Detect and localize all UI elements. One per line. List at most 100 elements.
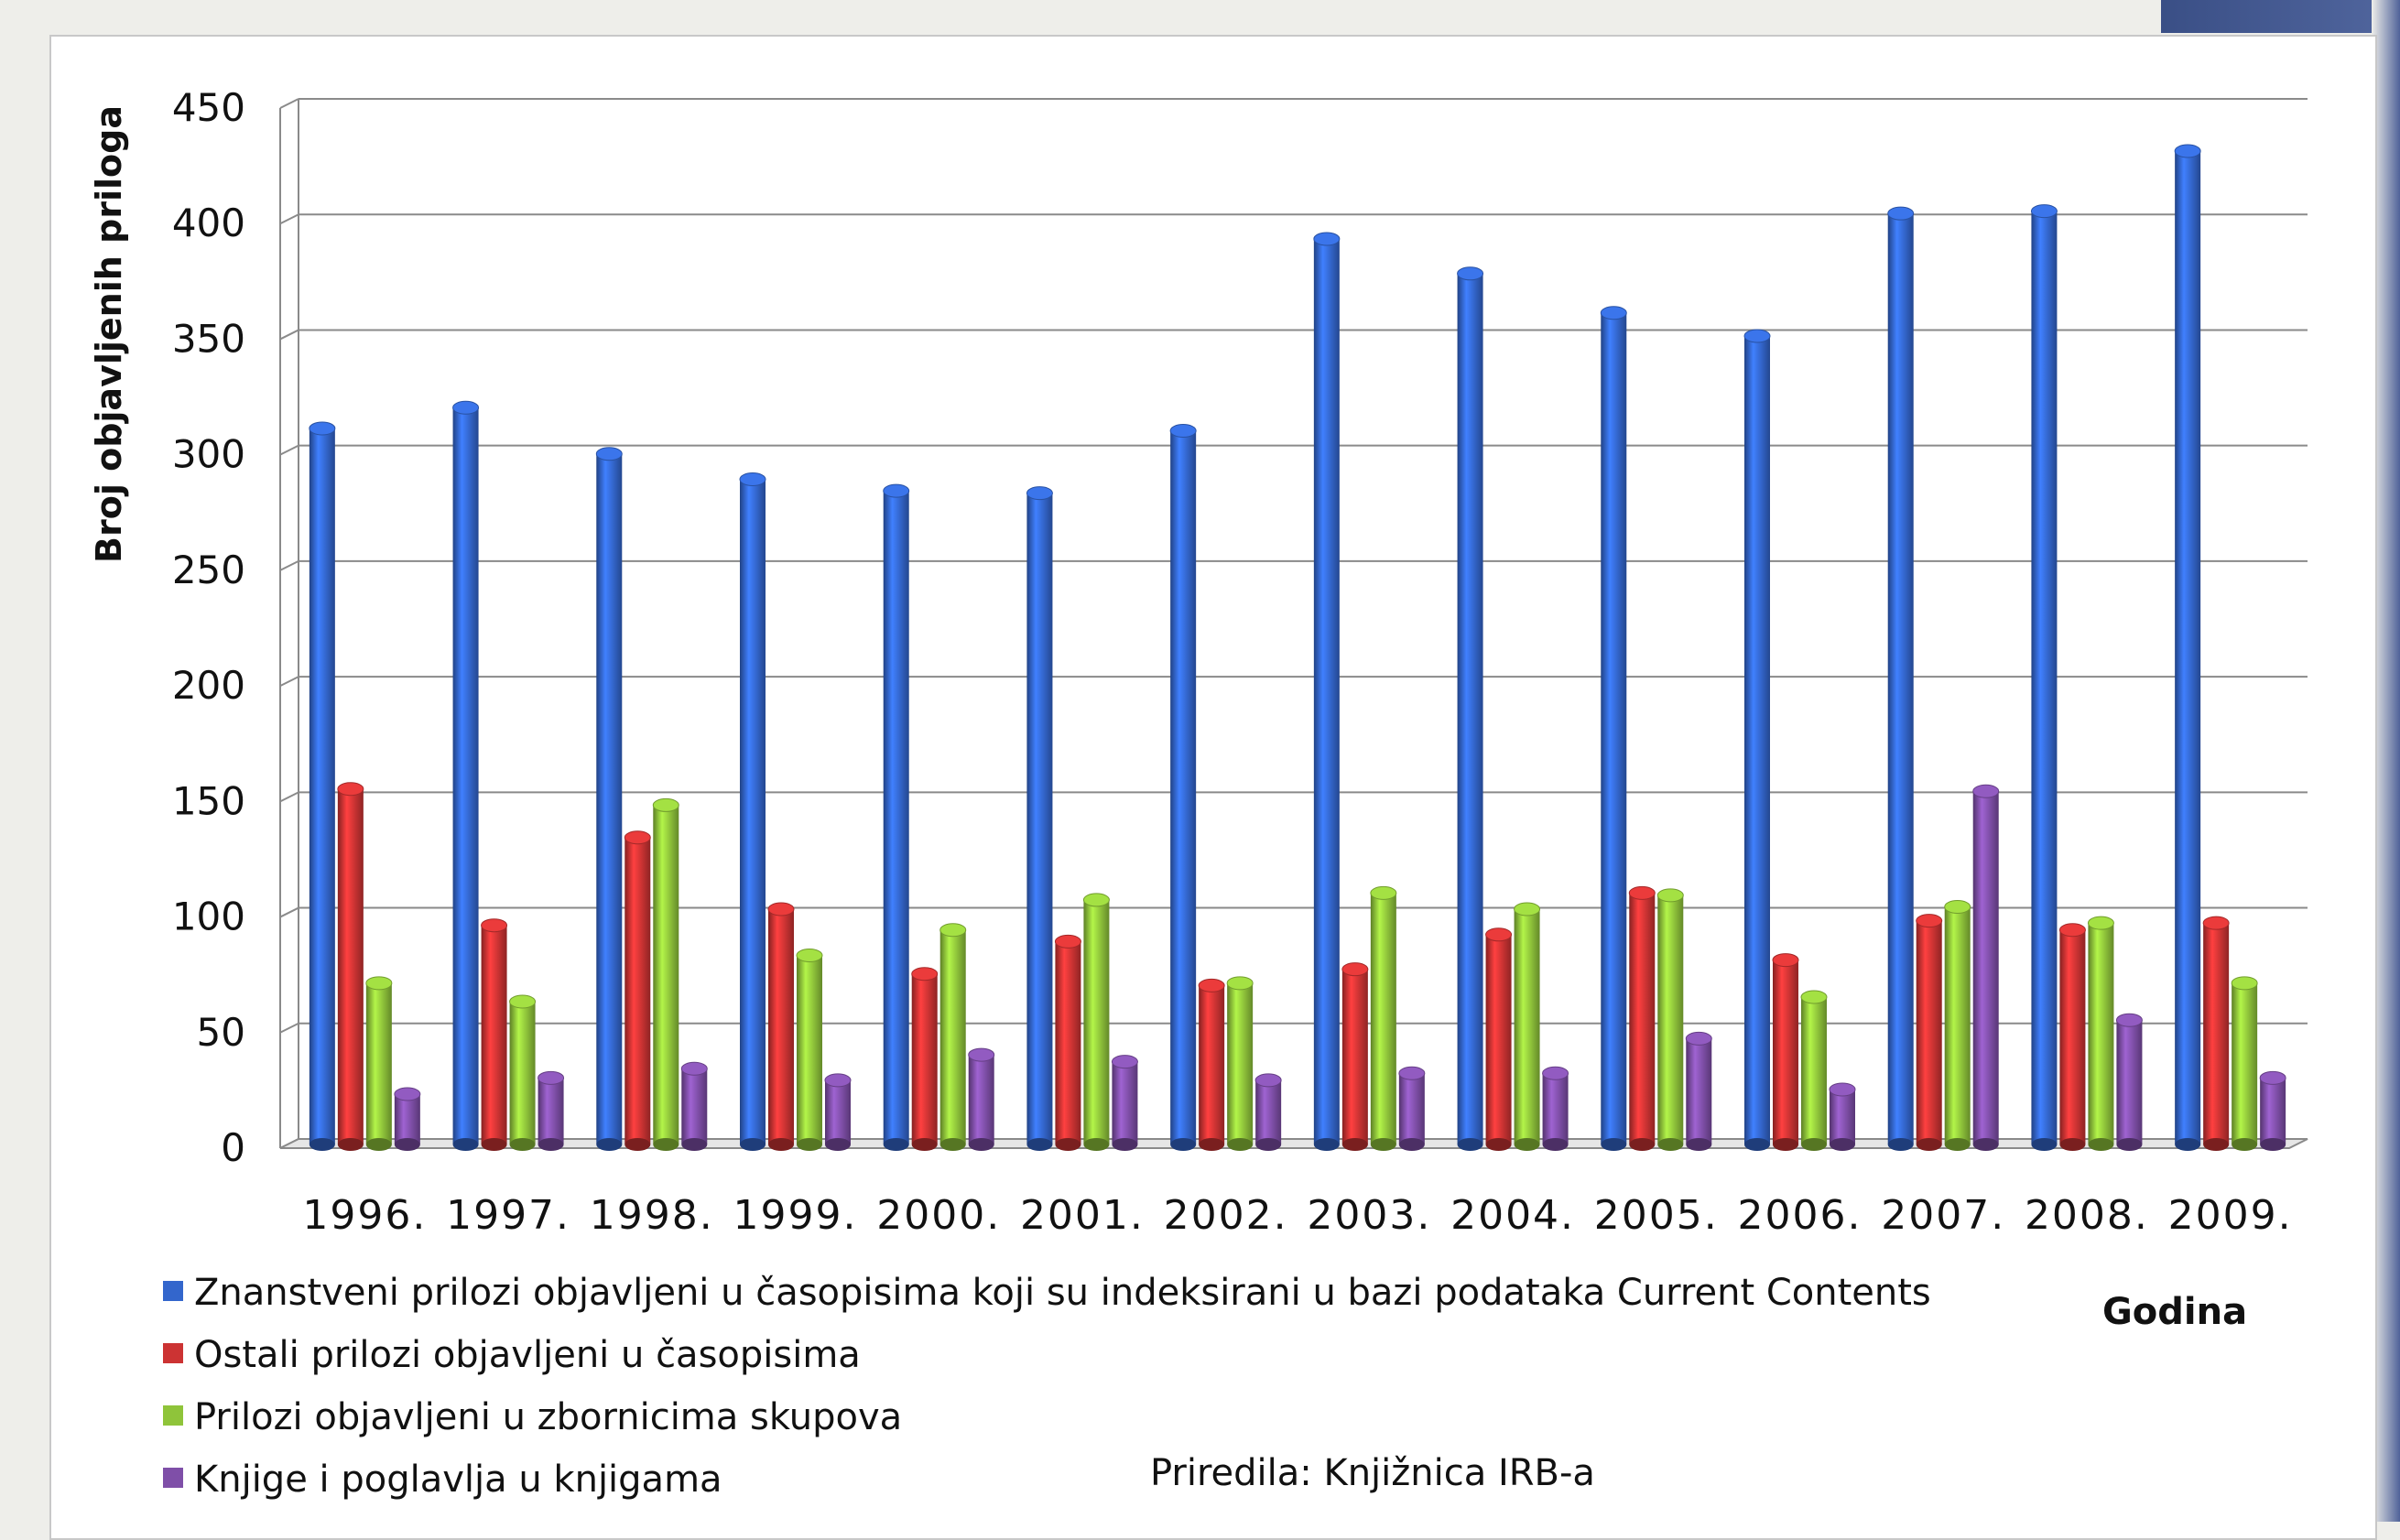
bar-base [2059,1138,2086,1151]
bar-body [624,837,651,1144]
bar-base [2203,1138,2230,1151]
bar [1198,978,1225,1151]
bar-body [1170,430,1197,1145]
bar-body [1944,906,1971,1144]
bar-body [2260,1078,2286,1144]
bar-body [1227,982,1254,1144]
bar-base [1199,1138,1225,1151]
bar-body [1055,941,1081,1144]
grid-line-diag [279,559,299,571]
bar-body [1255,1079,1282,1144]
bar-body [1341,969,1368,1144]
bar-cap [1341,962,1369,977]
bar-base [1083,1138,1110,1151]
bar-base [1916,1138,1942,1151]
grid-line-diag [279,1022,299,1034]
bar-cap [1198,978,1225,992]
bar-base [1026,1138,1053,1151]
bar-cap [883,483,910,498]
bar-base [2116,1138,2143,1151]
bar [1313,232,1341,1151]
legend-label: Knjige i poglavlja u knjigama [194,1459,722,1501]
bar-base [1398,1138,1425,1151]
bar-cap [309,421,336,436]
bar [509,994,537,1151]
bar-cap [652,797,679,812]
bar-cap [2115,1013,2143,1027]
bar-body [1916,920,1942,1144]
bar [1485,927,1513,1151]
bar-body [309,428,335,1144]
legend-label: Ostali prilozi objavljeni u časopisima [194,1334,861,1376]
bar-body [740,479,766,1144]
legend-item: Znanstveni prilozi objavljeni u časopisi… [163,1272,1931,1314]
bar-body [1686,1038,1712,1144]
bar-cap [538,1070,565,1085]
bar [2115,1013,2143,1151]
bar-cap [337,782,364,797]
bar [1800,990,1828,1151]
bar-body [509,1002,536,1144]
grid-line-diag [279,791,299,803]
legend-item: Knjige i poglavlja u knjigama [163,1459,722,1501]
bar [2087,916,2114,1151]
bar-body [1830,1089,1855,1144]
bar [1341,962,1369,1151]
legend: Znanstveni prilozi objavljeni u časopisi… [163,1272,1931,1501]
bar-body [1485,934,1512,1144]
bar-cap [1542,1066,1569,1080]
bar-body [538,1078,564,1144]
bar-base [509,1138,536,1151]
bar [1772,953,1799,1151]
legend-swatch [163,1405,183,1426]
bar-body [1801,996,1827,1144]
x-tick-label: 2003. [1307,1192,1431,1239]
bar-body [1026,493,1053,1144]
y-tick-label: 250 [172,548,245,592]
corner-decoration [2161,0,2400,33]
bar-cap [680,1061,708,1076]
bar [365,976,393,1151]
bar-base [309,1138,335,1151]
bar-body [939,929,966,1144]
bar [595,447,623,1151]
bar-base [481,1138,507,1151]
bar-cap [595,447,623,461]
bar [1829,1082,1856,1151]
bar-body [653,805,679,1144]
bar-body [1514,909,1540,1144]
bar [652,797,679,1151]
bar-body [2031,211,2058,1144]
bar-base [768,1138,794,1151]
bar-cap [481,918,508,933]
bar-cap [911,967,939,981]
x-tick-label: 2004. [1450,1192,1575,1239]
bar-base [1112,1138,1138,1151]
bar-base [1773,1138,1798,1151]
x-tick-label: 2007. [1881,1192,2005,1239]
bar-base [681,1138,708,1151]
bar-cap [1254,1073,1282,1088]
legend-swatch [163,1281,183,1301]
bar-cap [1916,914,1943,928]
legend-label: Prilozi objavljeni u zbornicima skupova [194,1396,902,1438]
bar [1026,486,1053,1151]
bar [1111,1055,1138,1151]
bar-cap [1457,266,1484,281]
bar-cap [1111,1055,1138,1069]
x-tick-label: 2000. [876,1192,1001,1239]
bar-body [452,407,479,1144]
bar-cap [1628,885,1656,900]
bar-body [883,491,909,1144]
bar [1370,885,1397,1151]
bar [2202,916,2230,1151]
bar-body [1542,1073,1569,1144]
bar-body [1601,312,1627,1144]
bar-base [911,1138,938,1151]
bar-cap [1370,885,1397,900]
bar-cap [1887,206,1915,221]
bar-base [1542,1138,1569,1151]
bar [1656,888,1684,1151]
bar [1685,1031,1712,1151]
bar-cap [365,976,393,991]
